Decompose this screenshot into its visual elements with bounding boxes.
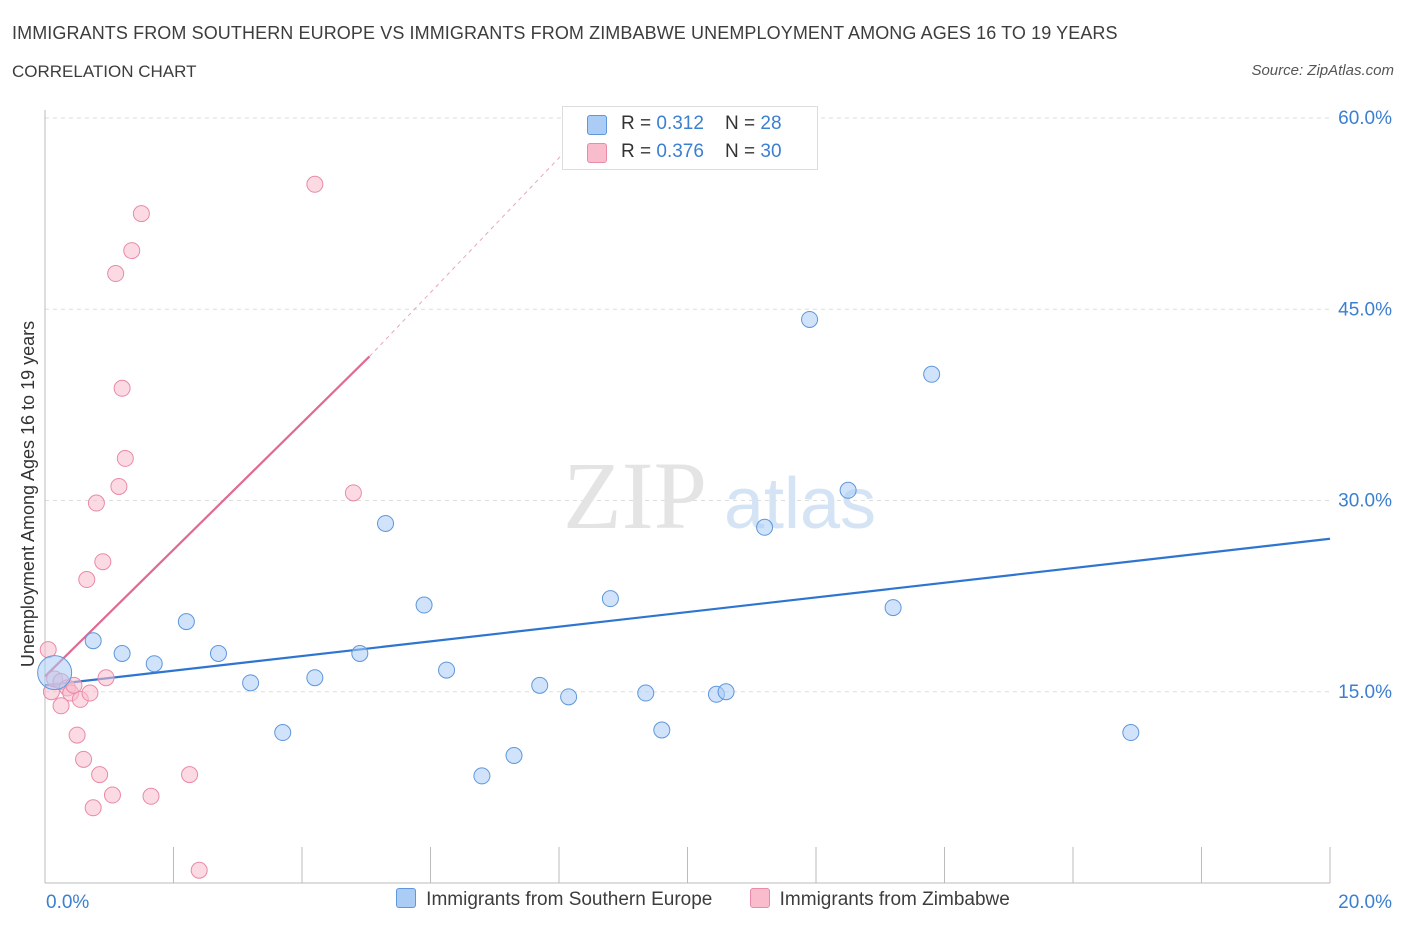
point-southern-europe: [145, 655, 163, 673]
point-zimbabwe: [103, 786, 121, 804]
legend-swatch-pink: [749, 888, 770, 908]
trend-line-zimbabwe: [44, 355, 371, 678]
n-value: 30: [760, 141, 782, 162]
watermark-atlas: atlas: [724, 464, 876, 544]
legend-item-southern-europe[interactable]: Immigrants from Southern Europe: [396, 888, 712, 911]
point-southern-europe: [274, 724, 292, 742]
point-zimbabwe: [344, 484, 362, 502]
point-zimbabwe: [181, 766, 199, 784]
chart-title: IMMIGRANTS FROM SOUTHERN EUROPE VS IMMIG…: [12, 23, 1118, 43]
point-southern-europe: [177, 613, 195, 631]
point-zimbabwe: [306, 175, 324, 193]
point-zimbabwe: [132, 205, 150, 223]
point-zimbabwe: [107, 265, 125, 283]
point-zimbabwe: [190, 861, 208, 879]
point-southern-europe: [637, 684, 655, 702]
point-zimbabwe: [94, 553, 112, 571]
y-tick-label: 45.0%: [1338, 299, 1392, 320]
point-zimbabwe: [78, 571, 96, 589]
x-tick-label: 0.0%: [46, 892, 89, 913]
data-points: [37, 175, 1140, 879]
stats-box: R = 0.312 N = 28 R = 0.376 N = 30: [562, 106, 818, 170]
point-southern-europe: [653, 721, 671, 739]
chart-legend: Immigrants from Southern Europe Immigran…: [0, 888, 1406, 911]
gridlines: [45, 117, 1330, 693]
n-value: 28: [760, 113, 782, 134]
point-southern-europe: [209, 645, 227, 662]
y-tick-label: 15.0%: [1338, 682, 1392, 703]
point-southern-europe: [839, 481, 857, 499]
point-zimbabwe: [87, 494, 105, 512]
y-axis-label: Unemployment Among Ages 16 to 19 years: [18, 321, 38, 667]
n-label: N =: [725, 141, 761, 162]
point-southern-europe: [923, 365, 941, 383]
r-value: 0.376: [656, 141, 704, 162]
point-southern-europe: [717, 683, 735, 701]
y-tick-label: 30.0%: [1338, 491, 1392, 512]
point-southern-europe: [1122, 724, 1140, 742]
point-southern-europe: [473, 767, 491, 785]
r-label: R =: [621, 113, 657, 134]
point-zimbabwe: [75, 750, 93, 768]
stats-swatch-blue: [587, 115, 607, 135]
stats-swatch-pink: [587, 143, 607, 163]
legend-label: Immigrants from Zimbabwe: [779, 889, 1010, 910]
watermark-zip: ZIP: [563, 442, 707, 549]
y-tick-label: 60.0%: [1338, 108, 1392, 129]
watermark: ZIP atlas: [563, 442, 876, 549]
chart-subtitle: CORRELATION CHART: [12, 62, 197, 81]
x-tick-label: 20.0%: [1338, 892, 1392, 913]
axes: [44, 110, 1331, 884]
point-zimbabwe: [81, 684, 99, 702]
point-zimbabwe: [52, 697, 70, 715]
point-southern-europe: [113, 645, 131, 662]
tick-labels: 15.0% 30.0% 45.0% 60.0% 0.0% 20.0%: [46, 108, 1392, 913]
trend-extension-zimbabwe: [369, 150, 566, 357]
legend-swatch-blue: [396, 888, 417, 908]
point-southern-europe: [242, 674, 260, 692]
point-southern-europe: [884, 599, 902, 617]
point-southern-europe: [801, 310, 819, 328]
r-label: R =: [621, 141, 657, 162]
point-southern-europe: [415, 596, 433, 614]
trend-line-southern-europe: [44, 537, 1331, 687]
point-southern-europe: [560, 688, 578, 706]
point-southern-europe: [756, 518, 774, 536]
point-southern-europe: [37, 655, 73, 691]
point-zimbabwe: [97, 669, 115, 687]
n-label: N =: [725, 113, 761, 134]
point-southern-europe: [531, 676, 549, 694]
legend-item-zimbabwe[interactable]: Immigrants from Zimbabwe: [749, 888, 1010, 911]
point-zimbabwe: [116, 449, 134, 467]
point-southern-europe: [84, 632, 102, 650]
point-zimbabwe: [113, 379, 131, 397]
point-zimbabwe: [142, 787, 160, 805]
trend-lines: [44, 150, 1331, 687]
point-southern-europe: [377, 514, 395, 532]
point-zimbabwe: [123, 242, 141, 260]
source-label: Source: ZipAtlas.com: [1251, 62, 1394, 79]
point-zimbabwe: [91, 766, 109, 784]
point-zimbabwe: [68, 726, 86, 744]
point-southern-europe: [351, 645, 369, 662]
point-southern-europe: [438, 661, 456, 679]
point-southern-europe: [505, 747, 523, 764]
r-value: 0.312: [656, 113, 704, 134]
point-southern-europe: [306, 669, 324, 687]
legend-label: Immigrants from Southern Europe: [426, 889, 713, 910]
point-southern-europe: [601, 590, 619, 608]
point-zimbabwe: [110, 477, 128, 495]
point-zimbabwe: [84, 799, 102, 817]
